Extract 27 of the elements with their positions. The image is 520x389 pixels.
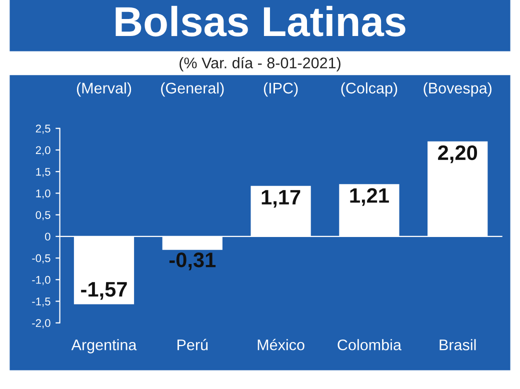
data-label: 2,20 — [438, 145, 478, 164]
text: (Bovespa) — [424, 82, 492, 97]
y-tick-label: 1,0 — [36, 189, 50, 199]
data-label: 1,21 — [350, 188, 389, 206]
x-tick-label: Brasil — [440, 339, 476, 350]
y-tick-label: 0 — [45, 232, 50, 241]
data-label: -0,31 — [169, 252, 216, 270]
x-tick-label: Colombia — [338, 339, 402, 350]
text: (IPC) — [264, 82, 298, 97]
text: (Colcap) — [341, 82, 398, 97]
data-label: -1,57 — [81, 282, 127, 300]
chart-subtitle: (% Var. día - 8-01-2021) — [180, 56, 340, 72]
y-tick-label: -2,0 — [32, 319, 50, 328]
x-tick-label: México — [258, 338, 304, 350]
y-tick-label: -1,5 — [32, 298, 50, 307]
y-tick-label: -0,5 — [32, 254, 50, 264]
y-tick-label: 2,5 — [36, 124, 50, 134]
chart-title: Bolsas Latinas — [116, 6, 406, 36]
text: (Merval) — [76, 82, 132, 97]
x-tick-label: Argentina — [71, 339, 137, 354]
text: (General) — [161, 82, 224, 97]
y-tick-label: 1,5 — [36, 168, 50, 178]
y-tick-label: 2,0 — [36, 146, 50, 156]
y-tick-label: -1,0 — [32, 276, 50, 286]
x-tick-label: Perú — [178, 338, 208, 350]
y-tick-label: 0,5 — [36, 211, 50, 220]
data-label: 1,17 — [262, 190, 300, 208]
